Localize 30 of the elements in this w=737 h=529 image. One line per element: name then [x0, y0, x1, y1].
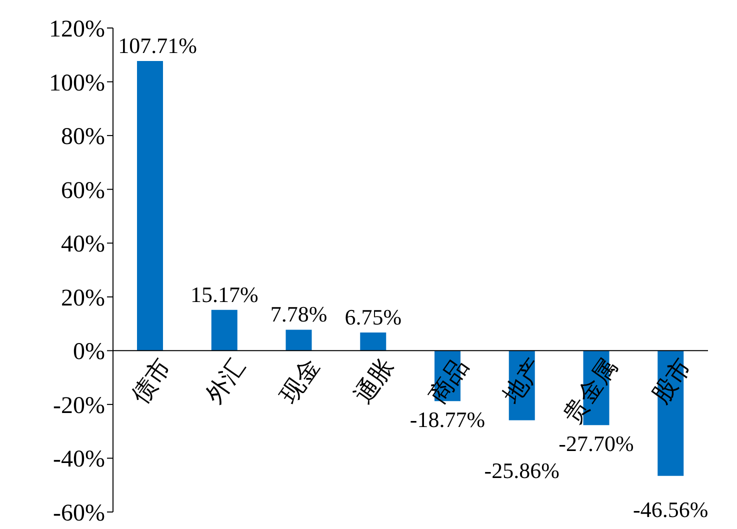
- x-tick-label: 现金: [276, 354, 325, 409]
- data-label: 6.75%: [344, 304, 402, 330]
- data-label: -25.86%: [484, 458, 560, 484]
- x-tick-label: 贵金属: [560, 354, 622, 428]
- y-tick-label: 80%: [61, 124, 105, 150]
- y-tick-label: -60%: [53, 500, 106, 527]
- data-label: 7.78%: [270, 302, 328, 327]
- x-tick-label: 外汇: [202, 354, 251, 409]
- bar: [286, 330, 312, 351]
- bar: [211, 310, 238, 351]
- bar: [137, 61, 163, 351]
- y-tick-label: 120%: [49, 16, 105, 43]
- y-tick-label: -40%: [53, 446, 106, 473]
- y-tick-label: 100%: [49, 70, 105, 96]
- data-label: 15.17%: [190, 282, 258, 307]
- data-label: -18.77%: [410, 407, 486, 432]
- y-tick-label: -20%: [53, 392, 106, 419]
- y-tick-label: 60%: [61, 178, 105, 204]
- data-label: -27.70%: [558, 431, 634, 456]
- data-label: 107.71%: [118, 33, 197, 58]
- x-tick-label: 股市: [647, 354, 697, 409]
- y-tick-label: 20%: [61, 285, 105, 312]
- data-label: -46.56%: [633, 497, 708, 522]
- y-tick-label: 40%: [61, 232, 105, 258]
- x-tick-label: 地产: [498, 354, 548, 410]
- y-tick-label: 0%: [73, 339, 105, 366]
- x-tick-label: 债市: [126, 354, 176, 409]
- x-tick-label: 通胀: [350, 354, 400, 409]
- x-tick-label: 商品: [424, 354, 474, 409]
- bar: [360, 332, 386, 351]
